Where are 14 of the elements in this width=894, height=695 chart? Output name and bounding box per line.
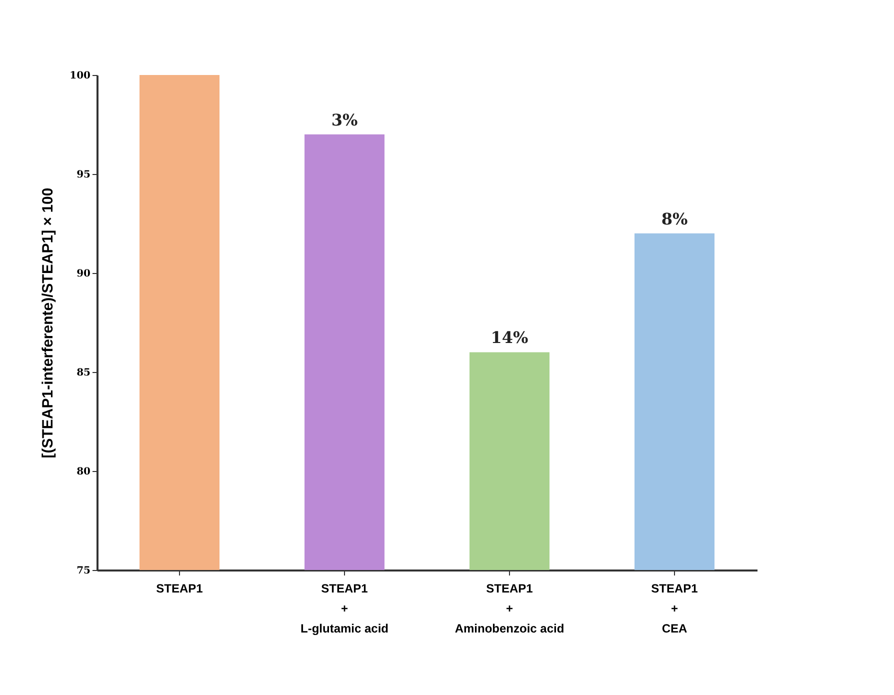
annotation: 8% (661, 209, 688, 228)
x-tick-label: STEAP1 + L-glutamic acid (300, 582, 389, 636)
annotation: 3% (331, 110, 358, 130)
y-axis-title: [(STEAP1-interferente)/STEAP1] × 100 (40, 188, 57, 458)
y-tick-label: 85 (76, 368, 91, 378)
x-tick-label: STEAP1 (156, 582, 204, 596)
x-tick-label: STEAP1 + CEA (651, 582, 698, 636)
y-tick-label: 95 (76, 170, 91, 180)
x-tick-label: STEAP1 + Aminobenzoic acid (454, 582, 564, 636)
y-tick-label: 90 (76, 268, 91, 280)
y-tick-label: 100 (70, 70, 91, 82)
y-tick-label: 75 (76, 566, 91, 576)
annotation: 14% (490, 328, 528, 348)
y-tick-label: 80 (76, 466, 91, 478)
